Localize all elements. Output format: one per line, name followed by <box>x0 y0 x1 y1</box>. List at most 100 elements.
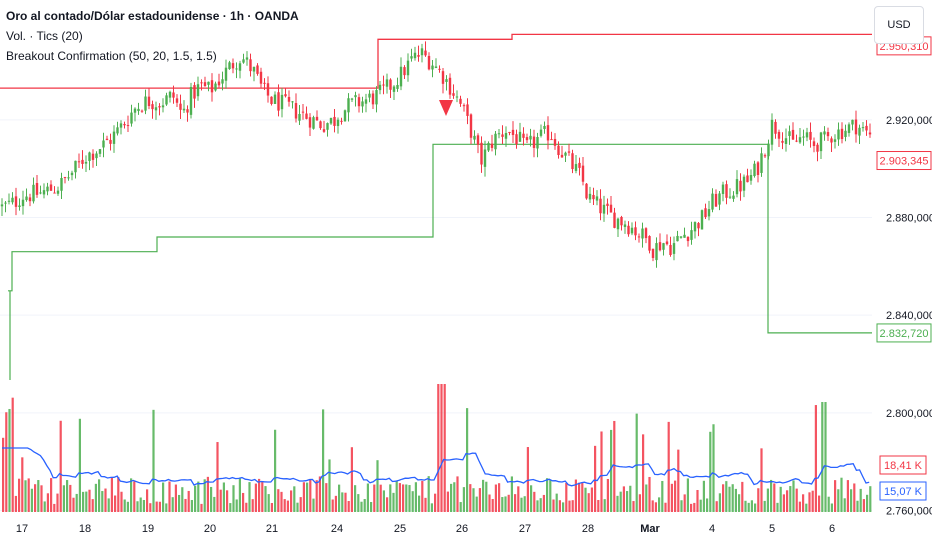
candle-body-166 <box>581 165 585 182</box>
volume-bar <box>370 502 373 512</box>
volume-bar <box>584 487 587 512</box>
volume-bar <box>14 495 17 512</box>
volume-bar <box>590 487 593 512</box>
volume-bar <box>606 478 609 512</box>
volume-bar <box>341 492 344 512</box>
volume-ma-line <box>2 447 870 487</box>
candle-body-25 <box>88 152 91 162</box>
symbol-title[interactable]: Oro al contado/Dólar estadounidense · 1h… <box>6 9 299 23</box>
candle-body-66 <box>231 63 235 69</box>
volume-bar <box>277 489 280 512</box>
indicator-legend[interactable]: Breakout Confirmation (50, 20, 1.5, 1.5) <box>6 49 217 63</box>
candle-body-184 <box>644 228 648 239</box>
volume-bar <box>274 429 277 512</box>
volume-bar <box>187 490 190 512</box>
candle-body-199 <box>697 223 700 229</box>
volume-bar <box>392 492 395 512</box>
volume-bar <box>610 429 613 512</box>
volume-bar <box>219 489 222 512</box>
candle-body-163 <box>571 153 574 170</box>
time-tick-label-12: 5 <box>769 523 775 535</box>
volume-bar <box>654 502 657 512</box>
candle-body-58 <box>203 82 207 87</box>
candle-body-152 <box>532 136 536 148</box>
volume-bar <box>574 479 577 512</box>
volume-bar <box>40 485 43 512</box>
volume-bar <box>587 493 590 512</box>
volume-bar <box>142 499 145 512</box>
volume-bar <box>696 489 699 512</box>
candle-body-120 <box>420 48 424 56</box>
candle-body-21 <box>74 160 77 173</box>
volume-bar <box>197 481 200 512</box>
candle-body-149 <box>522 133 525 138</box>
volume-bar <box>523 496 526 512</box>
volume-bar <box>235 499 238 512</box>
volume-bar <box>11 397 14 512</box>
volume-bar <box>56 493 59 512</box>
volume-bar <box>613 420 616 512</box>
candle-body-27 <box>95 153 98 159</box>
time-tick-label-0: 17 <box>16 523 28 535</box>
volume-badge-box-0 <box>879 455 927 475</box>
time-axis[interactable]: 17 18 19 20 21 24 25 26 27 28 Mar 4 5 6 <box>16 523 835 535</box>
volume-bar <box>210 486 213 512</box>
candle-body-140 <box>490 143 494 148</box>
candle-body-29 <box>102 140 105 148</box>
volume-bar <box>117 477 120 512</box>
price-tick-label-2: 2.840,000 <box>886 310 932 322</box>
volume-bar <box>315 480 318 512</box>
volume-bar <box>136 501 139 512</box>
volume-bar <box>546 478 549 512</box>
volume-bar <box>386 497 389 512</box>
volume-bar <box>82 491 85 512</box>
candle-body-186 <box>651 248 655 258</box>
candle-body-146 <box>511 129 515 136</box>
candle-body-68 <box>238 63 242 71</box>
volume-bar <box>411 491 414 512</box>
volume-bar <box>786 490 789 512</box>
time-tick-label-1: 18 <box>79 523 91 535</box>
volume-legend[interactable]: Vol. · Tics (20) <box>6 29 83 43</box>
candle-body-127 <box>445 79 448 82</box>
volume-bar <box>130 478 133 512</box>
candle-body-71 <box>249 59 252 72</box>
candle-body-150 <box>525 137 529 141</box>
volume-bar <box>802 494 805 512</box>
time-tick-label-4: 21 <box>266 523 278 535</box>
candle-body-123 <box>431 65 434 70</box>
price-axis[interactable]: 2.760,000 2.800,000 2.840,000 2.880,000 2.92… <box>886 115 932 518</box>
candle-body-160 <box>560 154 564 158</box>
volume-bar <box>466 408 469 512</box>
candle-body-195 <box>683 234 686 238</box>
candle-body-22 <box>77 161 81 163</box>
candle-body-189 <box>662 243 665 250</box>
volume-bar <box>248 482 251 512</box>
candle-body-112 <box>392 86 396 92</box>
volume-bar <box>562 502 565 512</box>
volume-bar <box>866 494 869 512</box>
candle-body-177 <box>620 216 623 226</box>
candle-body-202 <box>707 209 711 217</box>
candle-body-19 <box>67 177 70 179</box>
volume-bar <box>827 496 830 512</box>
candle-body-103 <box>361 101 364 107</box>
time-tick-label-7: 26 <box>456 523 468 535</box>
candle-body-2 <box>7 200 11 202</box>
candle-body-98 <box>343 110 347 122</box>
candle-body-175 <box>613 212 616 228</box>
volume-bar <box>693 502 696 512</box>
volume-bar <box>555 493 558 512</box>
candle-body-42 <box>147 96 151 107</box>
candle-body-78 <box>273 94 277 104</box>
candle-body-0 <box>0 204 4 207</box>
currency-button[interactable]: USD <box>874 6 924 44</box>
time-tick-label-11: 4 <box>709 523 715 535</box>
candle-body-74 <box>259 71 263 84</box>
volume-bar <box>114 495 117 512</box>
candle-body-38 <box>133 108 137 113</box>
volume-bar <box>373 484 376 512</box>
volume-bar <box>734 488 737 512</box>
